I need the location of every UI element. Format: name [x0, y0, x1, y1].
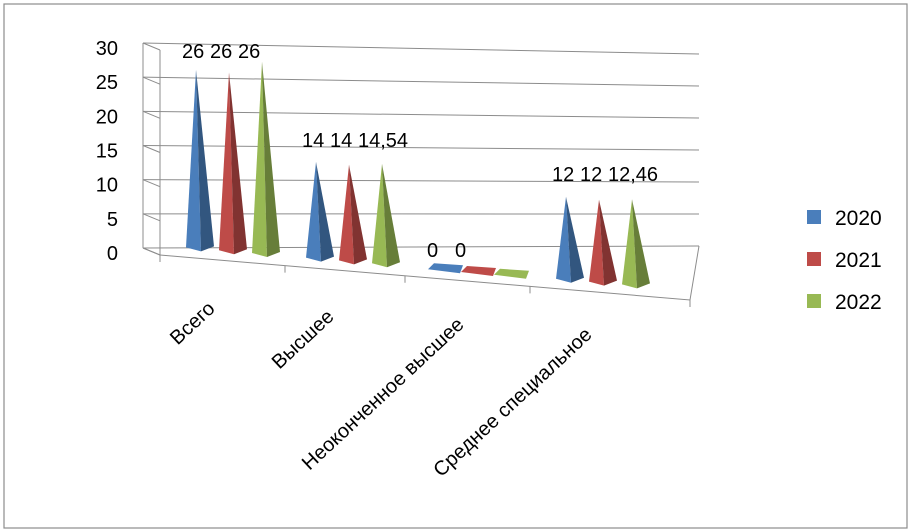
bar-2021-1 [339, 164, 367, 265]
y-tick-label: 5 [107, 209, 118, 231]
bar-face-side [566, 196, 584, 283]
gridline [142, 76, 700, 87]
bar-face-front [556, 196, 571, 283]
data-label-2022-0: 26 [238, 41, 260, 63]
bar-face-side [382, 163, 400, 268]
bar-face-side [196, 69, 214, 252]
bar-face-side [229, 72, 247, 255]
legend-swatch-2021 [807, 252, 821, 266]
side-gridline [142, 76, 161, 85]
data-label-2022-3: 12,46 [608, 164, 658, 186]
y-tick-label: 25 [96, 72, 118, 94]
data-label-2021-0: 26 [210, 41, 232, 63]
y-tick-label: 20 [96, 106, 118, 128]
side-gridline [142, 179, 161, 188]
bar-face-front [372, 163, 387, 268]
bar-face-front [622, 199, 637, 289]
y-axis-ticks: 0 5 10 15 20 25 30 [96, 38, 118, 265]
bar-2020-2 [428, 263, 463, 274]
y-tick-label: 10 [96, 175, 118, 197]
data-label-2021-2: 0 [455, 240, 466, 262]
gridline [142, 110, 700, 119]
side-gridline [142, 42, 161, 51]
bars [186, 61, 650, 289]
data-label-2020-0: 26 [182, 41, 204, 63]
legend-swatch-2020 [807, 210, 821, 224]
data-labels: 26 26 26 14 14 14,54 0 0 12 12 12,46 [182, 41, 658, 262]
y-tick-label: 30 [96, 38, 118, 60]
axes [142, 43, 700, 307]
bar-face-side [316, 161, 334, 262]
legend-label-2021: 2021 [835, 249, 882, 272]
data-label-2020-1: 14 [302, 130, 324, 152]
bar-2020-3 [556, 196, 584, 283]
bar-2022-3 [622, 199, 650, 289]
bar-face-side [349, 164, 367, 265]
data-label-2020-2: 0 [427, 240, 438, 262]
bar-2020-1 [306, 161, 334, 262]
legend: 2020 2021 2022 [807, 207, 882, 314]
bar-2021-0 [219, 72, 247, 255]
bar-2022-0 [252, 61, 280, 257]
gridline [142, 42, 700, 55]
bar-2020-0 [186, 69, 214, 252]
bar-face-side [262, 61, 280, 257]
legend-swatch-2022 [807, 294, 821, 308]
bar-2021-3 [589, 199, 617, 286]
side-gridline [142, 213, 161, 222]
bar-face-side [599, 199, 617, 286]
bar-face-front [186, 69, 201, 252]
bar-face-front [339, 164, 354, 265]
floor-left-edge [142, 247, 161, 256]
data-label-2020-3: 12 [552, 164, 574, 186]
bar-face-side [632, 199, 650, 289]
legend-label-2022: 2022 [835, 291, 882, 314]
data-label-2021-1: 14 [330, 130, 352, 152]
data-label-2022-1: 14,54 [358, 130, 408, 152]
bar-face-front [219, 72, 234, 255]
bar-2021-2 [461, 266, 496, 276]
side-gridline [142, 110, 161, 119]
bar-face-front [306, 161, 321, 262]
legend-label-2020: 2020 [835, 207, 882, 230]
y-tick-label: 15 [96, 141, 118, 163]
side-gridline [142, 145, 161, 153]
data-label-2021-3: 12 [580, 164, 602, 186]
bar-2022-2 [494, 268, 529, 279]
bar-2022-1 [372, 163, 400, 268]
y-tick-label: 0 [107, 243, 118, 265]
